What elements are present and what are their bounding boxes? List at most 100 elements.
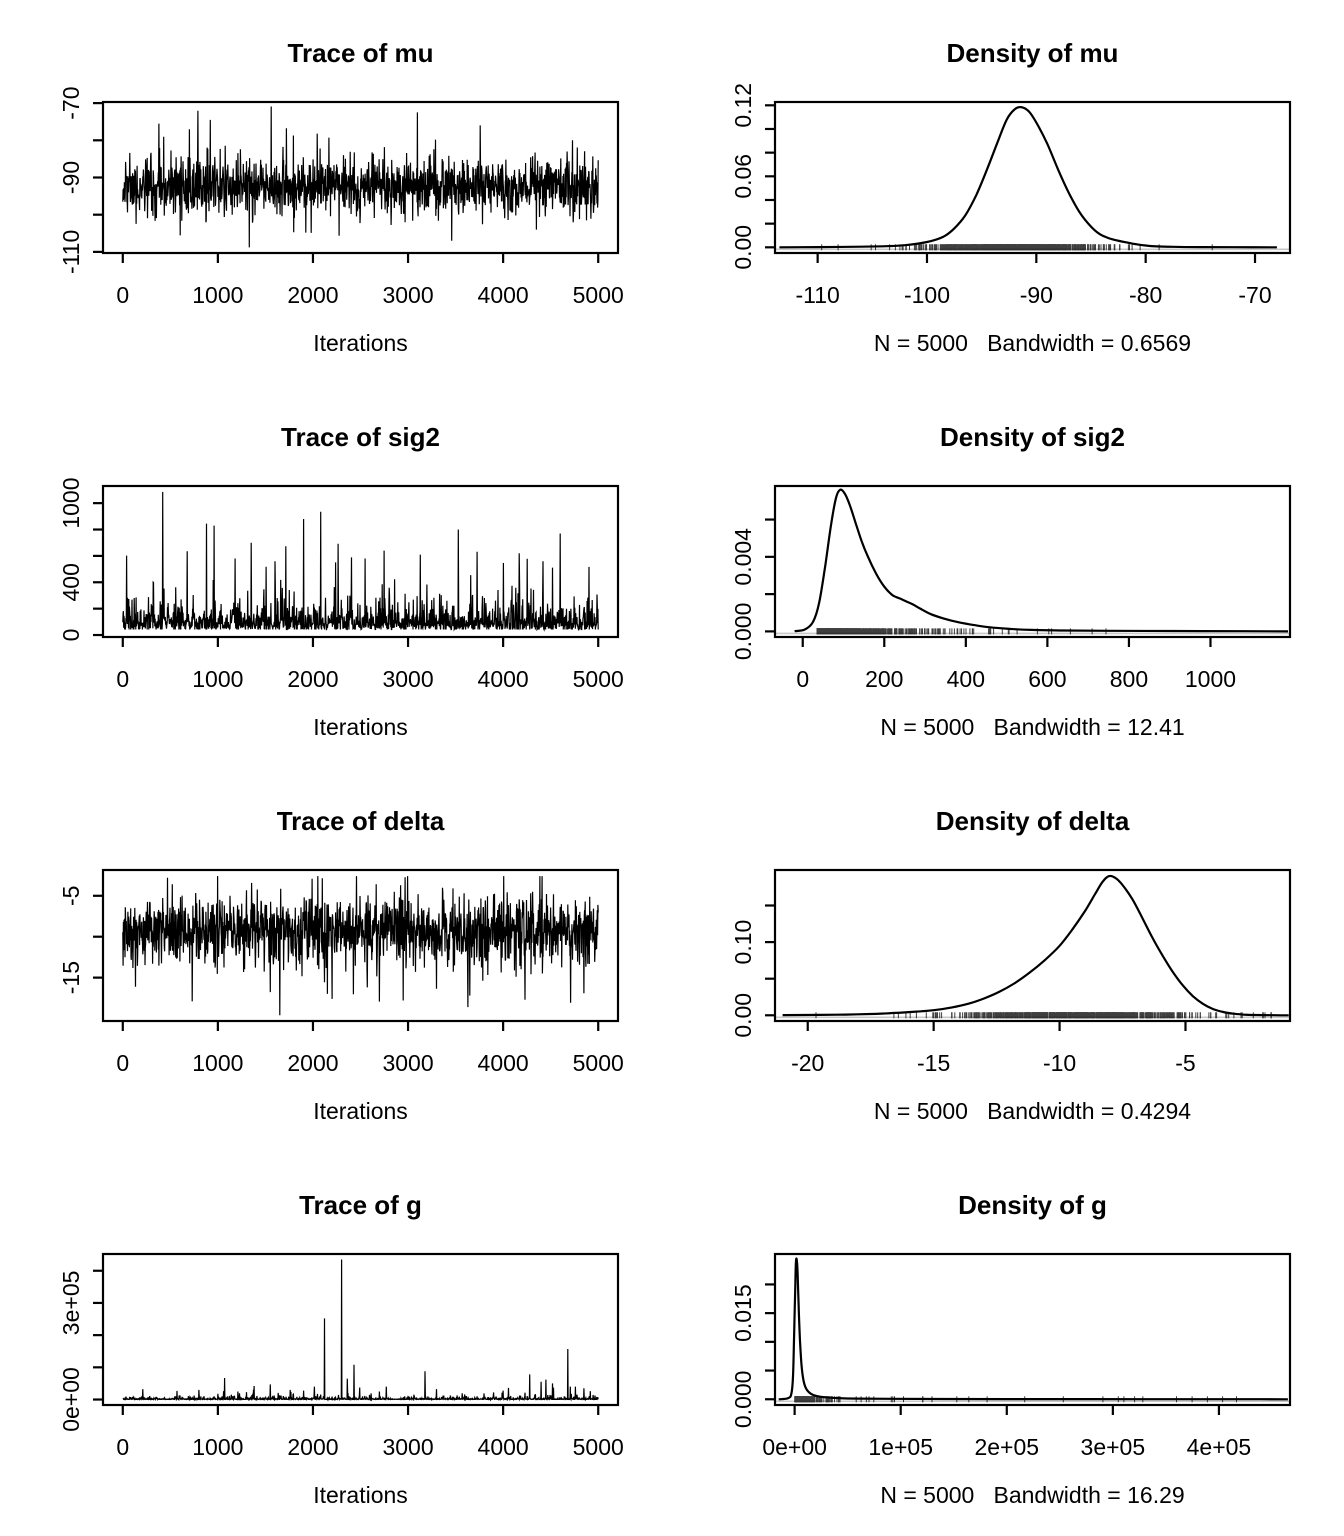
plot-box <box>773 484 1292 639</box>
x-tick-label: 5000 <box>573 1050 624 1076</box>
density-curve <box>794 488 1289 633</box>
x-tick-label: 2000 <box>287 666 338 692</box>
x-tick-label: 4e+05 <box>1187 1434 1252 1460</box>
panel-title: Density of sig2 <box>940 422 1125 452</box>
y-tick-label: 0.00 <box>730 225 756 270</box>
y-tick-label: 0.00 <box>730 993 756 1038</box>
subtitle: N = 5000 Bandwidth = 16.29 <box>880 1482 1184 1508</box>
trace-of-mu-plot: Trace of mu 0 1000 2000 3000 4000 5000 -110 -90 -… <box>58 38 624 356</box>
x-tick-label: 2000 <box>287 1050 338 1076</box>
x-tick-label: 200 <box>865 666 903 692</box>
x-tick-label: 0 <box>796 666 809 692</box>
y-tick-label: -70 <box>58 86 84 119</box>
x-tick-label: 0 <box>116 666 129 692</box>
panel-density-of-g: Density of g 0e+00 1e+05 2e+05 3e+05 4e+05 0.0… <box>672 1152 1344 1536</box>
x-tick-label: 4000 <box>478 1434 529 1460</box>
x-tick-label: 5000 <box>573 666 624 692</box>
plot-box <box>101 868 620 1023</box>
x-tick-label: 3000 <box>382 282 433 308</box>
y-tick-label: 0 <box>58 629 84 642</box>
panel-title: Density of delta <box>936 806 1130 836</box>
axes <box>93 894 600 1031</box>
density-of-g-plot: Density of g 0e+00 1e+05 2e+05 3e+05 4e+05 0.0… <box>730 1190 1292 1508</box>
y-tick-label: 400 <box>58 563 84 601</box>
plot-box <box>773 1252 1292 1407</box>
panel-title: Trace of g <box>299 1190 422 1220</box>
density-curve <box>782 874 1289 1017</box>
y-tick-label: -15 <box>58 961 84 994</box>
x-tick-label: 0 <box>116 1434 129 1460</box>
density-of-sig2-plot: Density of sig2 0 200 400 600 800 1000 0.000 0.0… <box>730 422 1292 740</box>
axes <box>765 518 1212 647</box>
x-axis-label: Iterations <box>313 330 408 356</box>
y-tick-label: 0.015 <box>730 1284 756 1342</box>
x-axis-label: Iterations <box>313 1098 408 1124</box>
x-axis-label: Iterations <box>313 714 408 740</box>
x-tick-label: -80 <box>1129 282 1162 308</box>
x-tick-label: -100 <box>904 282 950 308</box>
y-tick-label: -90 <box>58 161 84 194</box>
x-tick-label: -10 <box>1043 1050 1076 1076</box>
x-tick-label: 600 <box>1028 666 1066 692</box>
x-tick-label: 2000 <box>287 1434 338 1460</box>
plot-box <box>773 100 1292 255</box>
density-content <box>776 488 1289 635</box>
x-tick-label: 0e+00 <box>762 1434 827 1460</box>
panel-title: Trace of sig2 <box>281 422 440 452</box>
x-tick-label: -5 <box>1175 1050 1195 1076</box>
trace-of-delta-plot: Trace of delta 0 1000 2000 3000 4000 5000 -15 -5… <box>58 806 624 1124</box>
plot-box <box>101 100 620 255</box>
trace-of-sig2-plot: Trace of sig2 0 1000 2000 3000 4000 5000 0 400 10… <box>58 422 624 740</box>
panel-density-of-mu: Density of mu -110 -100 -90 -80 -70 0.00 0.06 0.… <box>672 0 1344 384</box>
axes <box>93 1269 600 1415</box>
x-tick-label: 5000 <box>573 282 624 308</box>
x-axis-label: Iterations <box>313 1482 408 1508</box>
y-tick-label: 0.000 <box>730 603 756 661</box>
density-content <box>776 105 1289 251</box>
plot-box <box>101 1252 620 1407</box>
trace-line <box>122 1259 599 1402</box>
panel-title: Trace of mu <box>288 38 434 68</box>
panel-trace-of-sig2: Trace of sig2 0 1000 2000 3000 4000 5000 0 400 10… <box>0 384 672 768</box>
data-rug <box>816 628 1107 635</box>
y-tick-label: 0.06 <box>730 154 756 199</box>
y-tick-label: -5 <box>58 886 84 906</box>
y-tick-label: 3e+05 <box>58 1271 84 1336</box>
x-tick-label: 1000 <box>192 1050 243 1076</box>
x-tick-label: -110 <box>795 282 839 308</box>
trace-line <box>122 491 599 632</box>
x-tick-label: 1000 <box>192 282 243 308</box>
x-tick-label: 1000 <box>1185 666 1236 692</box>
x-tick-label: -90 <box>1020 282 1053 308</box>
panel-density-of-delta: Density of delta -20 -15 -10 -5 0.00 0.10 N = 5… <box>672 768 1344 1152</box>
x-tick-label: 0 <box>116 1050 129 1076</box>
data-rug <box>794 1396 1237 1403</box>
axes <box>765 1283 1221 1415</box>
x-tick-label: 400 <box>947 666 985 692</box>
panel-trace-of-mu: Trace of mu 0 1000 2000 3000 4000 5000 -110 -90 -… <box>0 0 672 384</box>
panel-density-of-sig2: Density of sig2 0 200 400 600 800 1000 0.000 0.0… <box>672 384 1344 768</box>
x-tick-label: 3e+05 <box>1081 1434 1146 1460</box>
subtitle: N = 5000 Bandwidth = 12.41 <box>880 714 1184 740</box>
trace-line <box>122 876 599 1016</box>
x-tick-label: -20 <box>791 1050 824 1076</box>
density-curve <box>778 1257 1288 1401</box>
y-tick-label: -110 <box>58 230 84 274</box>
trace-series <box>122 106 599 248</box>
axes <box>93 502 600 647</box>
x-tick-label: 4000 <box>478 1050 529 1076</box>
x-tick-label: 3000 <box>382 1050 433 1076</box>
density-of-delta-plot: Density of delta -20 -15 -10 -5 0.00 0.10 N = 5… <box>730 806 1292 1124</box>
trace-line <box>122 106 599 248</box>
x-tick-label: 1000 <box>192 1434 243 1460</box>
panel-trace-of-delta: Trace of delta 0 1000 2000 3000 4000 5000 -15 -5… <box>0 768 672 1152</box>
density-content <box>776 874 1289 1019</box>
x-tick-label: 3000 <box>382 666 433 692</box>
axes <box>765 104 1257 263</box>
x-tick-label: 3000 <box>382 1434 433 1460</box>
density-curve <box>779 105 1277 249</box>
y-tick-label: 0.10 <box>730 920 756 965</box>
y-tick-label: 1000 <box>58 478 84 529</box>
panel-title: Trace of delta <box>277 806 445 836</box>
